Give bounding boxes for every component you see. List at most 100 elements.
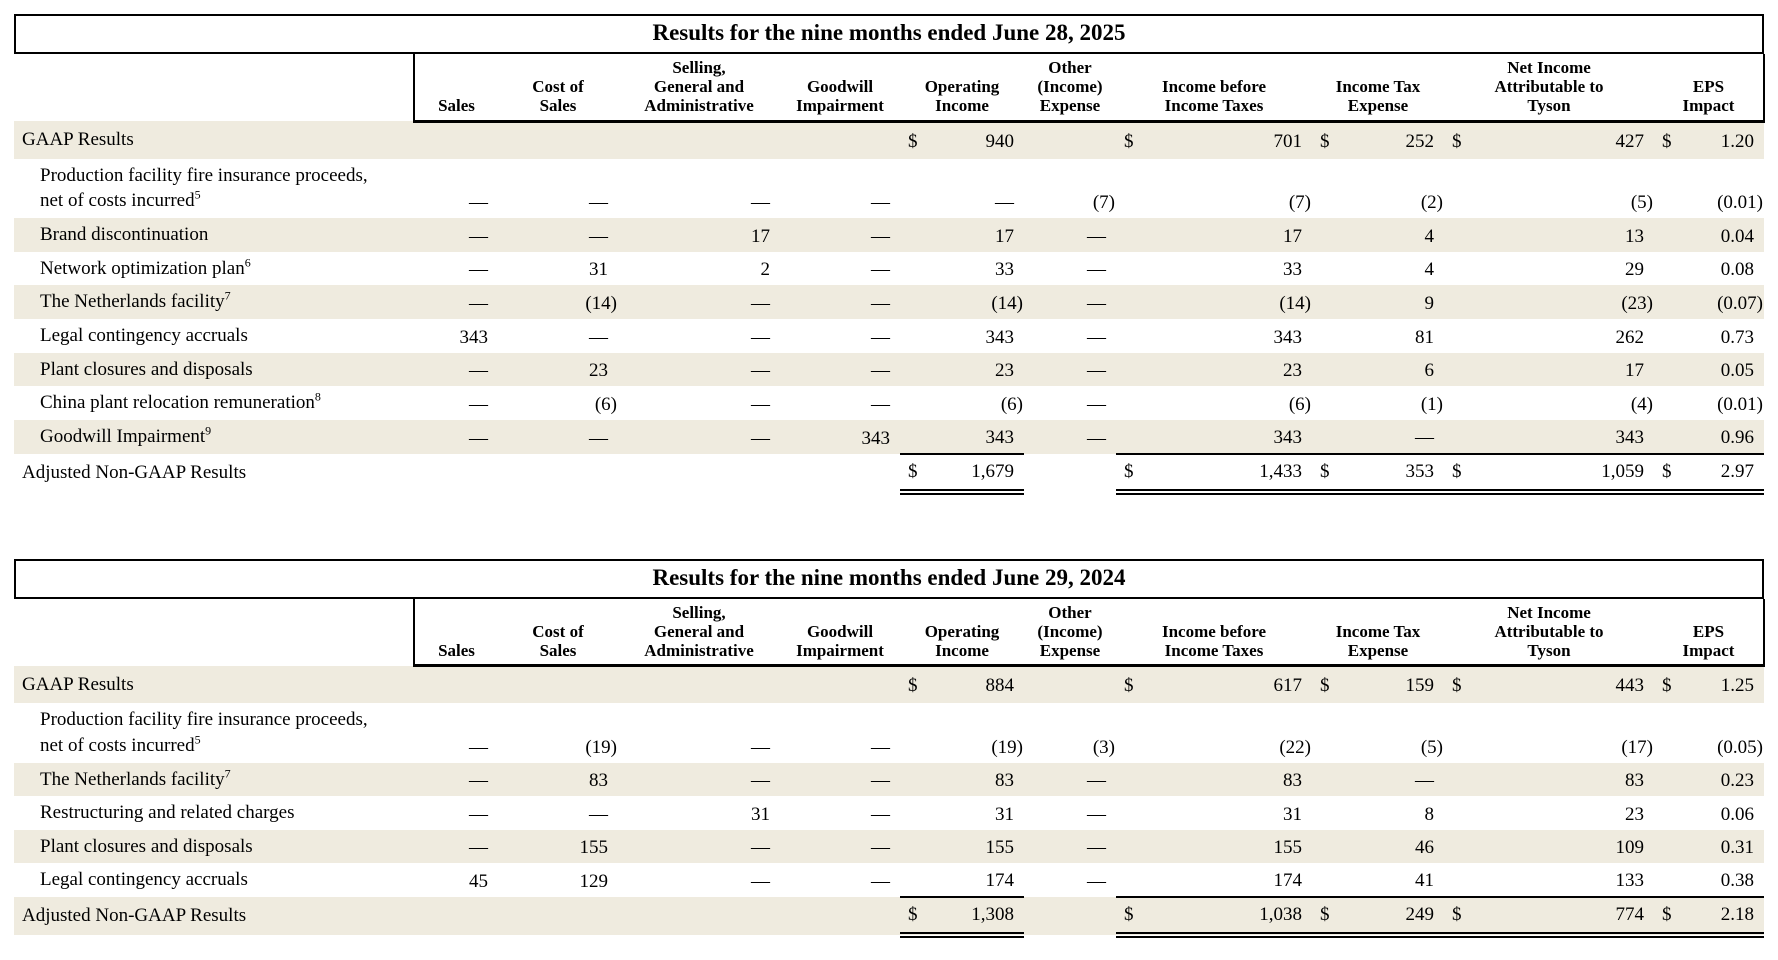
cell-selling-general-administrative: — <box>618 830 780 864</box>
cell-goodwill-impairment: — <box>780 830 900 864</box>
table-header-2025: Sales Cost of Sales Selling, General and A… <box>14 54 1765 123</box>
cell-value: — <box>469 770 488 792</box>
cell-value: 1.25 <box>1720 675 1754 697</box>
cell-goodwill-impairment: — <box>780 252 900 286</box>
cell-value: — <box>871 837 890 859</box>
row-label: China plant relocation remuneration8 <box>14 386 414 420</box>
cell-cost-of-sales: — <box>498 796 618 830</box>
cell-value: 343 <box>1273 326 1303 348</box>
cell-value: (0.07) <box>1717 292 1763 314</box>
cell-cost-of-sales <box>498 121 618 159</box>
cell-income-tax-expense: (2) <box>1312 159 1444 218</box>
header-row: Sales Cost of Sales Selling, General and A… <box>14 54 1765 123</box>
row-label: Network optimization plan6 <box>14 252 414 286</box>
cell-operating-income: 17 <box>900 218 1024 252</box>
cell-operating-income: $940 <box>900 121 1024 159</box>
table-row: Plant closures and disposals — 155 — — 155 — 15… <box>14 829 1764 864</box>
table-row: GAAP Results $884 $617 $159 $443 $1.25 <box>14 665 1764 704</box>
row-label: The Netherlands facility7 <box>14 763 414 797</box>
cell-value: — <box>871 770 890 792</box>
cell-value: 81 <box>1415 326 1434 348</box>
col-header-sales: Sales <box>413 54 498 123</box>
cell-value: 2 <box>760 259 771 281</box>
cell-value: 701 <box>1273 130 1303 152</box>
cell-net-income-attributable-to-tyson: 83 <box>1444 763 1654 797</box>
cell-cost-of-sales: — <box>498 218 618 252</box>
cell-other-income-expense: — <box>1024 830 1116 864</box>
cell-value: 129 <box>579 871 609 893</box>
cell-sales: 343 <box>414 319 498 353</box>
cell-income-tax-expense: 4 <box>1312 218 1444 252</box>
cell-goodwill-impairment: — <box>780 159 900 218</box>
cell-value: — <box>1087 292 1106 314</box>
table-row: Legal contingency accruals 45 129 — — 174 — 174… <box>14 863 1764 897</box>
cell-value: 155 <box>1273 837 1303 859</box>
cell-operating-income: 343 <box>900 420 1024 454</box>
cell-value: 33 <box>1283 259 1302 281</box>
cell-value: 884 <box>985 675 1015 697</box>
row-label-text: GAAP Results <box>22 673 134 695</box>
cell-value: 23 <box>1625 803 1644 825</box>
cell-cost-of-sales <box>498 454 618 492</box>
cell-eps-impact: $1.25 <box>1654 666 1764 704</box>
cell-income-before-income-taxes: (6) <box>1116 386 1312 420</box>
row-label: GAAP Results <box>14 666 414 704</box>
row-label: The Netherlands facility7 <box>14 285 414 319</box>
cell-goodwill-impairment <box>780 121 900 159</box>
cell-value: — <box>1087 871 1106 893</box>
cell-value: 343 <box>985 326 1015 348</box>
row-label-text: Goodwill Impairment9 <box>40 423 212 447</box>
cell-value: — <box>1087 837 1106 859</box>
cell-value: 0.38 <box>1720 870 1754 892</box>
cell-value: 343 <box>985 426 1015 448</box>
cell-value: — <box>1087 259 1106 281</box>
cell-net-income-attributable-to-tyson: 109 <box>1444 830 1654 864</box>
cell-income-tax-expense: — <box>1312 763 1444 797</box>
cell-value: — <box>871 292 890 314</box>
cell-operating-income: $1,308 <box>900 896 1024 939</box>
col-header-eps-impact: EPS Impact <box>1654 598 1765 668</box>
cell-goodwill-impairment: — <box>780 218 900 252</box>
cell-other-income-expense: — <box>1024 386 1116 420</box>
cell-eps-impact: (0.07) <box>1654 285 1764 319</box>
row-label: Restructuring and related charges <box>14 796 414 830</box>
cell-income-tax-expense: 41 <box>1312 863 1444 897</box>
cell-sales: — <box>414 796 498 830</box>
col-header-selling-general-administrative: Selling, General and Administrative <box>618 54 780 123</box>
cell-value: 23 <box>1283 360 1302 382</box>
cell-value: 23 <box>995 360 1014 382</box>
cell-other-income-expense: (7) <box>1024 159 1116 218</box>
cell-eps-impact: $1.20 <box>1654 121 1764 159</box>
cell-value: 17 <box>995 225 1014 247</box>
cell-cost-of-sales: 129 <box>498 863 618 897</box>
col-header-operating-income: Operating Income <box>900 54 1024 123</box>
cell-value: — <box>469 803 488 825</box>
cell-value: 1,059 <box>1601 460 1644 482</box>
cell-eps-impact: 0.96 <box>1654 420 1764 454</box>
cell-value: — <box>469 259 488 281</box>
cell-cost-of-sales: 23 <box>498 353 618 387</box>
cell-eps-impact: (0.05) <box>1654 703 1764 762</box>
cell-net-income-attributable-to-tyson: 29 <box>1444 252 1654 286</box>
cell-value: 427 <box>1615 130 1645 152</box>
cell-value: 133 <box>1615 870 1645 892</box>
cell-income-before-income-taxes: 31 <box>1116 796 1312 830</box>
dollar-sign: $ <box>908 904 918 926</box>
cell-income-before-income-taxes: (7) <box>1116 159 1312 218</box>
cell-value: 33 <box>995 259 1014 281</box>
cell-goodwill-impairment <box>780 666 900 704</box>
cell-eps-impact: (0.01) <box>1654 159 1764 218</box>
footnote-ref: 5 <box>194 732 201 747</box>
cell-value: — <box>751 871 770 893</box>
cell-eps-impact: (0.01) <box>1654 386 1764 420</box>
cell-value: (14) <box>991 292 1023 314</box>
cell-value: 617 <box>1273 675 1303 697</box>
cell-income-tax-expense: $353 <box>1312 452 1444 495</box>
col-header-goodwill-impairment: Goodwill Impairment <box>780 54 900 123</box>
dollar-sign: $ <box>1320 130 1330 152</box>
cell-value: 1,433 <box>1259 460 1302 482</box>
row-label-text: Restructuring and related charges <box>40 802 295 824</box>
dollar-sign: $ <box>1320 675 1330 697</box>
row-label: Goodwill Impairment9 <box>14 420 414 454</box>
cell-sales <box>414 454 498 492</box>
